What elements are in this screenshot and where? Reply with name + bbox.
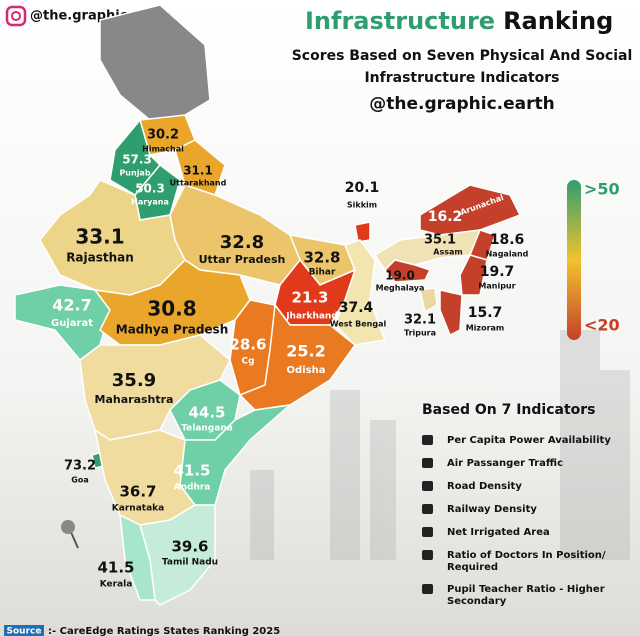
state-score: 16.2	[428, 209, 463, 225]
state-name: Odisha	[287, 365, 326, 376]
state-name: Punjab	[119, 169, 150, 178]
instagram-icon-lens	[11, 11, 21, 21]
indicator-text: Road Density	[447, 481, 522, 492]
state-shape	[439, 289, 463, 337]
indicator-icon	[422, 550, 433, 560]
source-label: Source	[7, 627, 42, 636]
state-score: 50.3	[135, 182, 165, 196]
state-name: Manipur	[478, 282, 515, 291]
state-name: Tripura	[404, 329, 436, 338]
credit: @the.graphic.earth	[369, 94, 555, 114]
state-name: Goa	[71, 476, 88, 485]
state-score: 73.2	[64, 459, 96, 474]
map: 30.2Himachal57.3Punjab50.3Haryana31.1Utt…	[14, 114, 529, 606]
state-score: 31.1	[183, 164, 213, 178]
indicator-icon	[422, 584, 433, 594]
state-name: Haryana	[131, 198, 169, 207]
state-score: 19.0	[385, 269, 415, 283]
state-shape	[459, 254, 488, 296]
state-score: 20.1	[345, 180, 380, 196]
indicators-title: Based On 7 Indicators	[422, 402, 596, 418]
source-text: :- CareEdge Ratings States Ranking 2025	[48, 626, 280, 636]
indicator-icon	[422, 504, 433, 514]
state-score: 18.6	[490, 232, 525, 248]
indicator-icon	[422, 435, 433, 445]
indicator-text: Per Capita Power Availability	[447, 435, 611, 446]
indicator-text: Air Passanger Traffic	[447, 458, 563, 469]
state-shape	[419, 184, 522, 236]
state-shape	[174, 139, 226, 196]
indicator-icon	[422, 481, 433, 491]
title-part-2: Ranking	[503, 7, 613, 35]
state-name: Nagaland	[486, 250, 529, 259]
skyline	[250, 330, 630, 560]
indicator-text: Ratio of Doctors In Position/	[447, 550, 606, 561]
color-scale	[567, 180, 581, 340]
state-name: Rajasthan	[66, 251, 134, 265]
state-name: Bihar	[309, 268, 336, 278]
state-name: Assam	[433, 248, 462, 257]
state-score: 15.7	[468, 305, 503, 321]
state-shape	[419, 287, 438, 314]
state-name: Andhra	[174, 483, 211, 493]
state-score: 35.9	[112, 370, 156, 391]
islands-shape	[61, 520, 75, 534]
state-score: 41.5	[97, 559, 134, 577]
indicator-text: Railway Density	[447, 504, 537, 515]
state-name: West Bengal	[330, 320, 387, 329]
state-name: Kerala	[100, 580, 133, 590]
indicators: Per Capita Power Availability Air Passang…	[422, 435, 611, 607]
indicator-text: Secondary	[447, 596, 507, 607]
state-name: Telangana	[181, 424, 233, 434]
instagram-icon	[5, 5, 27, 27]
state-score: 35.1	[424, 233, 456, 248]
state-score: 57.3	[122, 153, 152, 167]
state-name: Sikkim	[347, 201, 377, 210]
subtitle-line: Infrastructure Indicators	[364, 70, 559, 86]
state-shape	[334, 239, 387, 346]
indicator-text: Net Irrigated Area	[447, 527, 550, 538]
state-score: 32.1	[404, 313, 436, 328]
state-score: 36.7	[119, 483, 156, 501]
state-score: 25.2	[286, 342, 325, 361]
state-name: Maharashtra	[95, 393, 174, 406]
state-score: 44.5	[188, 404, 225, 422]
state-score: 32.8	[303, 249, 340, 267]
subtitle-line: Scores Based on Seven Physical And Socia…	[292, 48, 633, 64]
indicator-text: Pupil Teacher Ratio - Higher	[447, 584, 605, 595]
state-name: Madhya Pradesh	[116, 323, 229, 337]
legend-high: >50	[584, 180, 620, 199]
state-name: Uttar Pradesh	[199, 253, 286, 266]
state-name: Karnataka	[112, 504, 164, 514]
state-shape	[119, 513, 156, 601]
state-score: 19.7	[480, 264, 515, 280]
state-name: Mizoram	[466, 324, 505, 333]
state-name: Gujarat	[51, 318, 93, 329]
indicator-icon	[422, 458, 433, 468]
state-score: 41.5	[173, 462, 210, 480]
state-shape	[354, 221, 371, 243]
title-part-1: Infrastructure	[305, 7, 495, 35]
state-name: Himachal	[142, 145, 184, 154]
source-badge	[4, 625, 44, 636]
state-score: 39.6	[171, 538, 208, 556]
state-name: Meghalaya	[376, 284, 425, 293]
legend-low: <20	[584, 316, 620, 335]
state-name: Cg	[241, 357, 254, 367]
state-score: 30.2	[147, 128, 179, 143]
state-score: 42.7	[52, 296, 91, 315]
state-name: Uttarakhand	[170, 179, 227, 188]
state-shape	[383, 259, 432, 283]
state-score: 37.4	[339, 300, 374, 316]
state-name: Tamil Nadu	[162, 558, 218, 568]
state-score: 21.3	[291, 289, 328, 307]
state-score: 33.1	[75, 225, 124, 249]
indicator-text: Required	[447, 562, 498, 573]
state-score: 28.6	[229, 336, 266, 354]
indicator-icon	[422, 527, 433, 537]
state-score: 32.8	[220, 232, 264, 253]
state-name: Jharkhand	[285, 312, 338, 322]
state-score: 30.8	[147, 297, 196, 321]
